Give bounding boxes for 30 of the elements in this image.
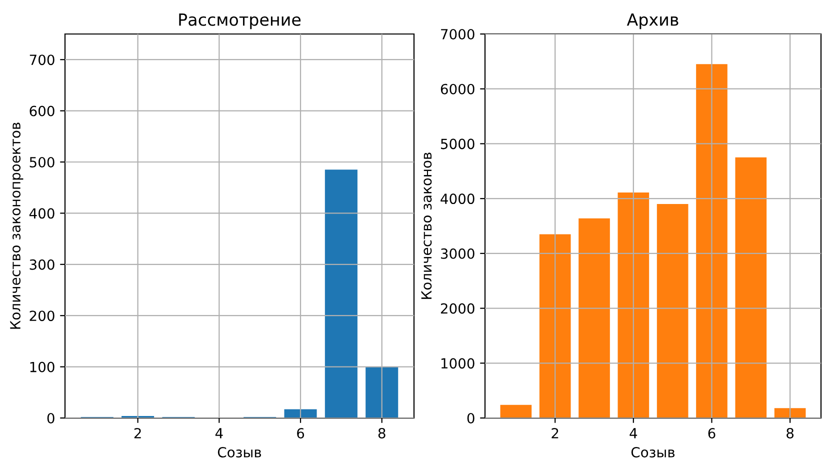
- x-tick-label: 4: [215, 428, 223, 438]
- x-tick-label: 8: [378, 428, 386, 438]
- y-tick-label: 2000: [440, 303, 474, 314]
- y-axis-title: Количество законов: [421, 152, 432, 299]
- x-tick-label: 2: [134, 428, 141, 438]
- chart-title: Рассмотрение: [179, 14, 301, 30]
- x-tick-label: 8: [786, 428, 794, 438]
- y-tick-label: 700: [30, 54, 54, 66]
- y-tick-label: 100: [30, 362, 54, 372]
- y-tick-label: 0: [467, 412, 474, 424]
- y-tick-label: 200: [30, 310, 54, 322]
- y-tick-label: 500: [30, 156, 54, 168]
- y-tick-label: 600: [30, 106, 54, 116]
- y-tick-label: 300: [30, 259, 54, 270]
- y-tick-label: 0: [47, 412, 54, 424]
- y-tick-label: 400: [29, 208, 54, 219]
- x-tick-label: 6: [297, 428, 304, 438]
- y-tick-label: 4000: [440, 194, 474, 204]
- y-tick-label: 7000: [441, 28, 474, 40]
- y-tick-label: 5000: [441, 138, 474, 150]
- y-axis-title: Количество законопроектов: [10, 122, 24, 329]
- x-axis-title: Созыв: [631, 446, 675, 458]
- x-tick-label: 4: [630, 428, 638, 438]
- x-tick-label: 2: [552, 428, 558, 438]
- chart-title: Архив: [626, 14, 678, 30]
- y-tick-label: 1000: [441, 358, 474, 369]
- x-tick-label: 6: [708, 428, 716, 438]
- x-axis-title: Созыв: [218, 446, 262, 458]
- y-tick-label: 6000: [440, 84, 474, 94]
- y-tick-label: 3000: [440, 248, 474, 259]
